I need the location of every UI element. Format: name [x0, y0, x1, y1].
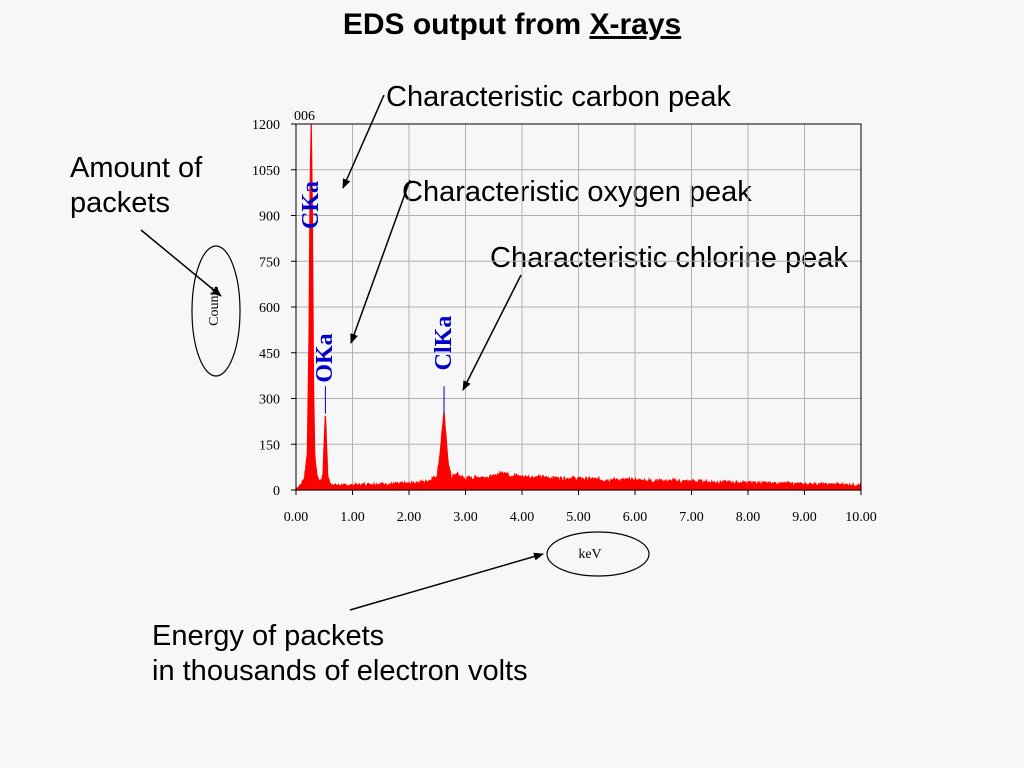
peak-markers: CKa OKa ClKa [298, 181, 457, 414]
x-axis-label: keV [578, 547, 601, 562]
x-tick-label: 4.00 [510, 510, 535, 525]
amount-arrow [140, 229, 222, 297]
energy-line-2: in thousands of electron volts [152, 654, 528, 687]
y-tick-label: 1200 [252, 118, 280, 133]
oxygen-arrow [350, 179, 411, 344]
y-tick-label: 900 [259, 210, 280, 225]
title-text: EDS output from [342, 8, 590, 41]
y-tick-label: 0 [273, 484, 280, 499]
amount-line-1: Amount of [70, 152, 203, 184]
xlabel-highlight-ellipse [546, 531, 650, 577]
x-tick-label: 8.00 [736, 510, 761, 525]
energy-arrow [349, 552, 544, 611]
x-tick-label: 10.00 [845, 510, 877, 525]
x-tick-label: 3.00 [453, 510, 478, 525]
oxygen-peak-annotation: Characteristic oxygen peak [402, 176, 752, 208]
x-tick-label: 5.00 [566, 510, 591, 525]
peak-label-cka: CKa [298, 181, 324, 229]
xrays-link[interactable]: X-rays [589, 8, 682, 41]
corner-label: 006 [294, 109, 315, 124]
x-tick-label: 9.00 [792, 510, 817, 525]
y-tick-label: 750 [259, 255, 280, 270]
y-tick-label: 150 [259, 438, 280, 453]
x-tick-label: 2.00 [397, 510, 422, 525]
grid [296, 124, 861, 490]
y-tick-label: 1050 [252, 164, 280, 179]
chlorine-arrow [462, 274, 522, 391]
peak-label-clka: ClKa [431, 316, 457, 371]
x-tick-label: 7.00 [679, 510, 704, 525]
y-tick-label: 450 [259, 347, 280, 362]
carbon-peak-annotation: Characteristic carbon peak [386, 81, 731, 113]
amount-line-2: packets [70, 186, 170, 219]
x-tick-label: 6.00 [623, 510, 648, 525]
carbon-arrow [342, 94, 385, 189]
y-tick-label: 600 [259, 301, 280, 316]
axis-ticks: 0.00 1.00 2.00 3.00 4.00 5.00 6.00 7.00 8.00 9.00… [252, 118, 877, 525]
slide-title: EDS output from X-rays [0, 8, 1024, 42]
spectrum-area [295, 123, 862, 491]
spectrum [295, 123, 862, 491]
y-axis-label: Counts [207, 286, 222, 326]
x-tick-label: 1.00 [340, 510, 365, 525]
peak-label-oka: OKa [312, 333, 338, 382]
ylabel-highlight-ellipse [191, 245, 241, 377]
energy-annotation: Energy of packets in thousands of electr… [152, 619, 528, 689]
amount-annotation: Amount of packets [70, 151, 202, 221]
chlorine-peak-annotation: Characteristic chlorine peak [490, 242, 848, 274]
x-tick-label: 0.00 [284, 510, 309, 525]
energy-line-1: Energy of packets [152, 620, 385, 652]
y-tick-label: 300 [259, 393, 280, 408]
